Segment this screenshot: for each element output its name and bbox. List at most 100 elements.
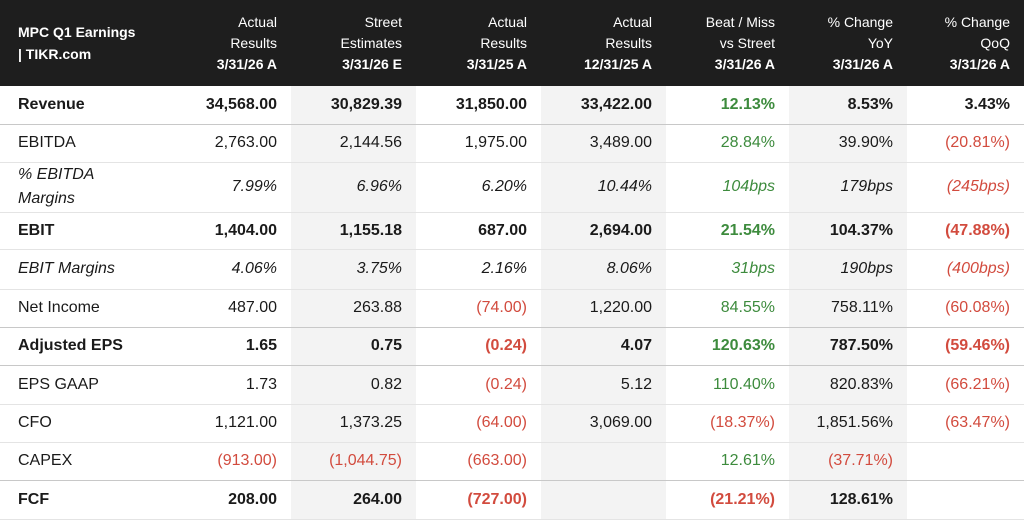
table-cell: (0.24) — [416, 327, 541, 366]
table-cell: 120.63% — [666, 327, 789, 366]
table-cell: 12.61% — [666, 442, 789, 481]
table-cell: 6.96% — [291, 162, 416, 213]
table-cell: 28.84% — [666, 124, 789, 163]
table-cell: (60.08%) — [907, 289, 1024, 328]
table-cell: 3.43% — [907, 86, 1024, 125]
table-cell: 8.53% — [789, 86, 907, 125]
table-cell: 1,975.00 — [416, 124, 541, 163]
column-header: % Change QoQ 3/31/26 A — [944, 13, 1010, 72]
table-cell: 31,850.00 — [416, 86, 541, 125]
table-cell: (66.21%) — [907, 365, 1024, 405]
column-header: Beat / Miss vs Street 3/31/26 A — [705, 13, 775, 72]
table-cell: (37.71%) — [789, 442, 907, 481]
table-cell: (400bps) — [907, 249, 1024, 290]
table-cell: 10.44% — [541, 162, 666, 213]
row-label: Adjusted EPS — [0, 327, 166, 366]
table-cell: 1.65 — [166, 327, 291, 366]
table-cell: 179bps — [789, 162, 907, 213]
table-cell: 487.00 — [166, 289, 291, 328]
table-cell: (63.47%) — [907, 404, 1024, 443]
row-label: CFO — [0, 404, 166, 443]
table-cell: 208.00 — [166, 480, 291, 520]
table-cell: 30,829.39 — [291, 86, 416, 125]
table-cell: 1.73 — [166, 365, 291, 405]
table-cell: 128.61% — [789, 480, 907, 520]
table-cell: 12.13% — [666, 86, 789, 125]
table-cell — [541, 442, 666, 481]
table-cell: 263.88 — [291, 289, 416, 328]
table-cell: 820.83% — [789, 365, 907, 405]
table-cell: 21.54% — [666, 212, 789, 250]
table-cell: (21.21%) — [666, 480, 789, 520]
table-cell: 0.82 — [291, 365, 416, 405]
row-label: CAPEX — [0, 442, 166, 481]
table-cell: 84.55% — [666, 289, 789, 328]
column-header: Actual Results 12/31/25 A — [584, 13, 652, 72]
table-cell: (20.81%) — [907, 124, 1024, 163]
column-header: Actual Results 3/31/26 A — [216, 13, 277, 72]
table-row: EPS GAAP 1.73 0.82 (0.24) 5.12 110.40% 820.83%… — [0, 365, 1024, 405]
table-cell: 3,489.00 — [541, 124, 666, 163]
table-cell: (913.00) — [166, 442, 291, 481]
row-label: Revenue — [0, 86, 166, 125]
table-cell: 34,568.00 — [166, 86, 291, 125]
table-cell: (74.00) — [416, 289, 541, 328]
table-cell: (1,044.75) — [291, 442, 416, 481]
table-cell: 31bps — [666, 249, 789, 290]
row-label: FCF — [0, 480, 166, 520]
row-label: EBIT — [0, 212, 166, 250]
table-cell: 1,220.00 — [541, 289, 666, 328]
table-row: % EBITDA Margins 7.99% 6.96% 6.20% 10.44% 104… — [0, 162, 1024, 213]
row-label: % EBITDA Margins — [0, 162, 166, 213]
table-cell — [541, 480, 666, 520]
table-cell: 104bps — [666, 162, 789, 213]
row-label: EPS GAAP — [0, 365, 166, 405]
table-title-line2: | TIKR.com — [18, 46, 92, 62]
table-title: MPC Q1 Earnings | TIKR.com — [0, 0, 166, 86]
table-cell: 1,373.25 — [291, 404, 416, 443]
table-cell: 190bps — [789, 249, 907, 290]
table-cell — [907, 442, 1024, 481]
table-cell: 33,422.00 — [541, 86, 666, 125]
table-cell: 110.40% — [666, 365, 789, 405]
table-cell: 2,763.00 — [166, 124, 291, 163]
table-cell: (47.88%) — [907, 212, 1024, 250]
table-body: Revenue 34,568.00 30,829.39 31,850.00 33,422… — [0, 86, 1024, 520]
table-cell: 7.99% — [166, 162, 291, 213]
table-row: Adjusted EPS 1.65 0.75 (0.24) 4.07 120.63% 787… — [0, 327, 1024, 366]
table-row: CFO 1,121.00 1,373.25 (64.00) 3,069.00 (18.37… — [0, 404, 1024, 443]
table-cell: 2,694.00 — [541, 212, 666, 250]
table-cell: (0.24) — [416, 365, 541, 405]
table-cell: 39.90% — [789, 124, 907, 163]
header-row: MPC Q1 Earnings | TIKR.com Actual Results… — [0, 0, 1024, 86]
table-cell: 3.75% — [291, 249, 416, 290]
table-row: Net Income 487.00 263.88 (74.00) 1,220.00 84.… — [0, 289, 1024, 328]
table-cell: 4.06% — [166, 249, 291, 290]
table-cell: (18.37%) — [666, 404, 789, 443]
table-cell: 787.50% — [789, 327, 907, 366]
table-row: Revenue 34,568.00 30,829.39 31,850.00 33,422… — [0, 86, 1024, 125]
column-header: Street Estimates 3/31/26 E — [340, 13, 402, 72]
table-cell: 4.07 — [541, 327, 666, 366]
table-cell: (245bps) — [907, 162, 1024, 213]
column-header: % Change YoY 3/31/26 A — [827, 13, 893, 72]
table-cell: 1,851.56% — [789, 404, 907, 443]
table-cell — [907, 480, 1024, 520]
table-cell: 264.00 — [291, 480, 416, 520]
table-cell: 758.11% — [789, 289, 907, 328]
table-cell: 2,144.56 — [291, 124, 416, 163]
table-cell: 6.20% — [416, 162, 541, 213]
table-cell: 2.16% — [416, 249, 541, 290]
row-label: EBITDA — [0, 124, 166, 163]
table-row: FCF 208.00 264.00 (727.00) (21.21%) 128.61% — [0, 480, 1024, 520]
table-cell: 0.75 — [291, 327, 416, 366]
table-cell: 3,069.00 — [541, 404, 666, 443]
table-cell: 5.12 — [541, 365, 666, 405]
table-cell: 1,121.00 — [166, 404, 291, 443]
column-header: Actual Results 3/31/25 A — [466, 13, 527, 72]
table-cell: 8.06% — [541, 249, 666, 290]
table-row: EBIT Margins 4.06% 3.75% 2.16% 8.06% 31bps 190… — [0, 249, 1024, 290]
table-cell: 687.00 — [416, 212, 541, 250]
table-cell: (64.00) — [416, 404, 541, 443]
